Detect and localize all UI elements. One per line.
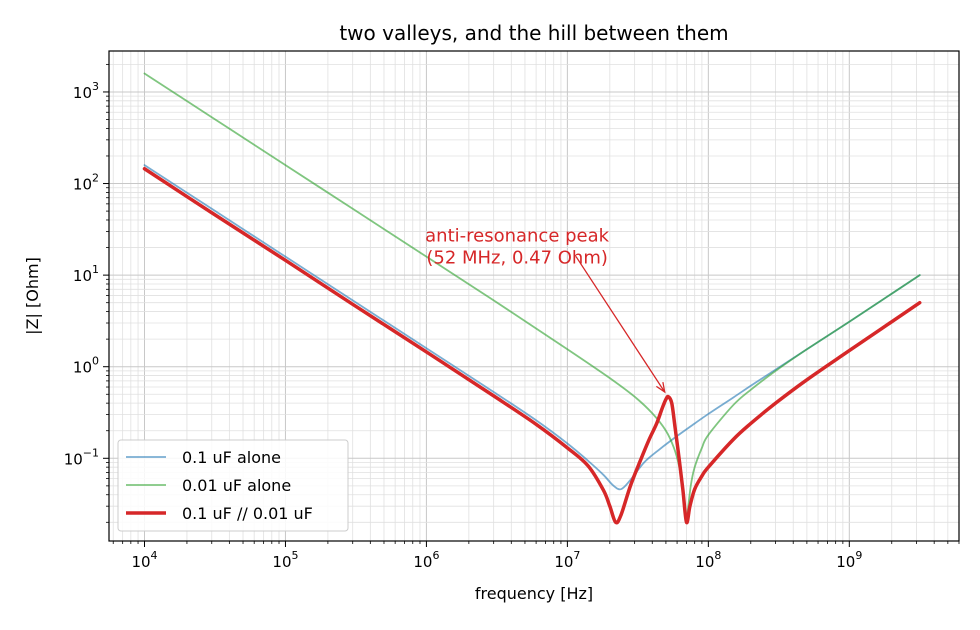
series-line-2	[142, 167, 922, 525]
y-tick-label: 103	[73, 80, 99, 102]
x-tick-label: 104	[131, 549, 157, 571]
x-axis-label: frequency [Hz]	[475, 584, 593, 603]
x-tick-label: 108	[695, 549, 721, 571]
legend-box	[117, 439, 349, 532]
legend-label-2: 0.1 uF // 0.01 uF	[182, 504, 313, 523]
y-tick-label: 100	[73, 355, 99, 377]
annotation: anti-resonance peak (52 MHz, 0.47 Ohm)	[425, 226, 666, 394]
legend-label-0: 0.1 uF alone	[182, 448, 281, 467]
annotation-line-1: anti-resonance peak	[425, 226, 610, 247]
y-tick-label: 102	[73, 172, 99, 194]
series-lines	[142, 72, 922, 525]
legend-label-1: 0.01 uF alone	[182, 476, 291, 495]
x-tick-label: 107	[554, 549, 580, 571]
annotation-line-2: (52 MHz, 0.47 Ohm)	[426, 248, 608, 269]
x-tick-label: 106	[413, 549, 439, 571]
y-axis-label: |Z| [Ohm]	[23, 257, 42, 335]
x-axis-ticks: 104 105 106 107 108 109	[112, 541, 960, 571]
x-tick-label: 109	[836, 549, 862, 571]
y-tick-label: 101	[73, 263, 99, 285]
x-tick-label: 105	[272, 549, 298, 571]
y-axis-ticks: 10−1 100 101 102 103	[64, 63, 109, 523]
plot-frame	[108, 50, 960, 542]
annotation-arrow	[575, 256, 666, 393]
series-line-0	[143, 164, 921, 491]
annotation-arrow-head	[656, 382, 666, 394]
legend: 0.1 uF alone 0.01 uF alone 0.1 uF // 0.0…	[117, 439, 349, 532]
y-tick-label: 10−1	[64, 446, 99, 468]
chart-title: two valleys, and the hill between them	[339, 21, 728, 45]
